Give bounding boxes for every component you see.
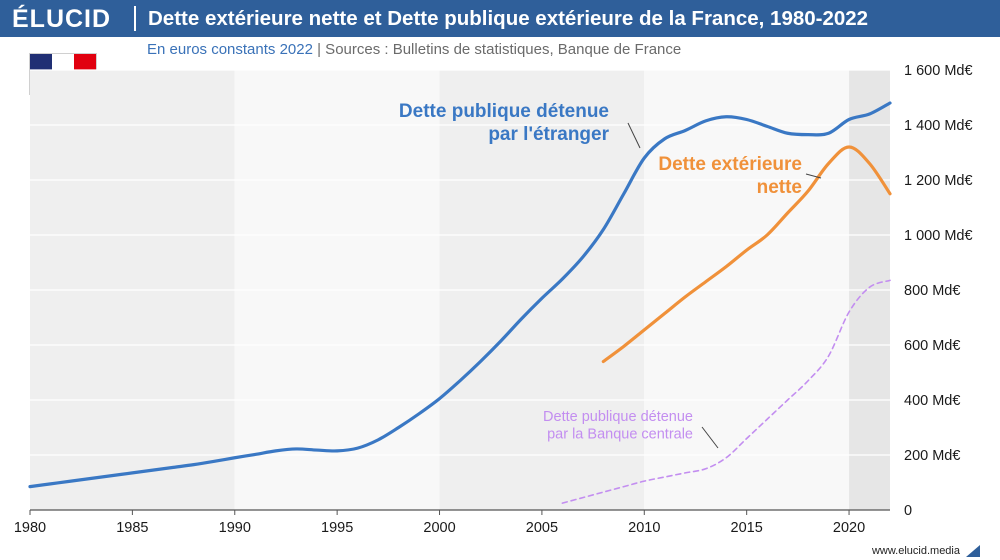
public-debt-foreign-label: par l'étranger (488, 124, 609, 145)
central-bank-debt-label: Dette publique détenue (543, 409, 693, 425)
public-debt-foreign-line (28, 101, 892, 489)
y-tick-label: 800 Md€ (904, 283, 960, 299)
x-tick-label: 2020 (833, 520, 865, 536)
x-tick-label: 2010 (628, 520, 660, 536)
y-tick-label: 1 600 Md€ (904, 63, 973, 79)
y-tick-label: 0 (904, 503, 912, 519)
sources-note: | Sources : Bulletins de statistiques, B… (312, 41, 682, 58)
label-leader-line (701, 426, 719, 449)
x-tick-label: 1990 (219, 520, 251, 536)
label-leader-line (805, 173, 822, 179)
x-tick-label: 1985 (116, 520, 148, 536)
y-tick-label: 1 200 Md€ (904, 173, 973, 189)
net-external-debt-label: nette (757, 177, 802, 198)
x-tick-label: 1980 (14, 520, 46, 536)
footer-url[interactable]: www.elucid.media (871, 545, 960, 557)
label-leader-line (627, 122, 641, 149)
chart-subtitle: En euros constants 2022 | Sources : Bull… (147, 41, 681, 59)
net-external-debt-line (601, 145, 892, 364)
elucid-mark-icon (966, 545, 980, 557)
x-tick-label: 1995 (321, 520, 353, 536)
y-tick-label: 1 000 Md€ (904, 228, 973, 244)
central-bank-debt-label: par la Banque centrale (547, 426, 693, 442)
header-bar: ÉLUCID Dette extérieure nette et Dette p… (0, 0, 1000, 37)
chart-title: Dette extérieure nette et Dette publique… (148, 7, 869, 30)
central-bank-debt-line (561, 279, 891, 504)
x-tick-label: 2005 (526, 520, 558, 536)
y-tick-label: 400 Md€ (904, 393, 960, 409)
x-tick-label: 2000 (423, 520, 455, 536)
y-tick-label: 200 Md€ (904, 448, 960, 464)
y-tick-label: 1 400 Md€ (904, 118, 973, 134)
public-debt-foreign-label: Dette publique détenue (399, 101, 609, 122)
header-divider (134, 6, 136, 31)
net-external-debt-label: Dette extérieure (658, 154, 802, 175)
x-tick-label: 2015 (731, 520, 763, 536)
units-note: En euros constants 2022 (147, 41, 313, 58)
y-tick-label: 600 Md€ (904, 338, 960, 354)
elucid-logo: ÉLUCID (12, 5, 112, 33)
